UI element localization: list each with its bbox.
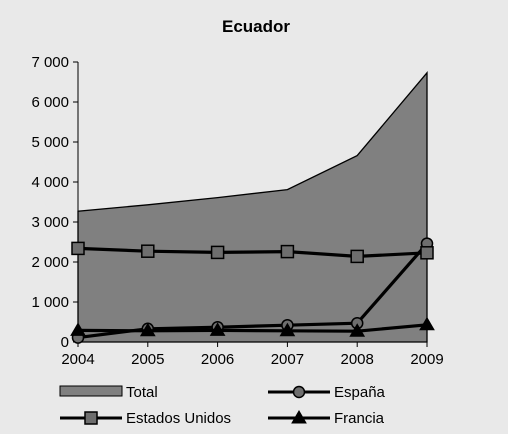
line-francia: [77, 323, 428, 333]
legend-label: España: [334, 384, 386, 401]
point-francia: [209, 322, 226, 336]
y-tick-label: 1 000: [31, 294, 69, 311]
legend-marker: [84, 411, 98, 425]
legend-marker: [292, 385, 306, 399]
point-francia: [70, 322, 86, 336]
y-tick-label: 3 000: [31, 214, 69, 231]
point-estados-unidos: [280, 244, 295, 259]
x-tick-label: 2009: [410, 351, 443, 368]
point-estados-unidos: [420, 246, 434, 260]
x-tick-label: 2004: [61, 351, 94, 368]
y-tick-label: 7 000: [31, 54, 69, 71]
y-tick-label: 5 000: [31, 134, 69, 151]
y-tick-label: 6 000: [31, 94, 69, 111]
legend-item-estados-unidos: Estados Unidos: [60, 410, 231, 427]
point-francia: [349, 323, 366, 337]
point-estados-unidos: [210, 245, 225, 260]
y-tick-label: 0: [61, 334, 69, 351]
x-tick-label: 2005: [131, 351, 164, 368]
point-francia: [419, 316, 435, 331]
point-estados-unidos: [141, 244, 155, 258]
y-axis: 0 1 000 2 000 3 000 4 000 5 000 6 000 7 000: [31, 54, 79, 351]
x-tick-label: 2006: [201, 351, 234, 368]
legend-swatch: [59, 385, 123, 397]
legend-marker: [291, 410, 307, 424]
series-francia: [70, 316, 435, 337]
x-tick-label: 2007: [271, 351, 304, 368]
x-tick-label: 2008: [341, 351, 374, 368]
line-estados-unidos: [77, 246, 428, 259]
x-axis: 2004 2005 2006 2007 2008 2009: [61, 341, 444, 368]
legend-label: Total: [126, 384, 158, 401]
series-layer: [70, 71, 435, 344]
legend-item-espa-a: España: [268, 384, 386, 401]
chart-title: Ecuador: [222, 17, 290, 36]
series-estados-unidos: [71, 241, 434, 264]
point-estados-unidos: [71, 241, 85, 256]
y-tick-label: 2 000: [31, 254, 69, 271]
legend: Total España Estados Unidos Francia: [59, 384, 386, 427]
legend-label: Francia: [334, 410, 385, 427]
point-estados-unidos: [350, 249, 364, 264]
point-francia: [139, 322, 156, 337]
legend-item-francia: Francia: [268, 410, 385, 427]
point-francia: [279, 322, 296, 337]
legend-item-total: Total: [59, 384, 158, 401]
y-tick-label: 4 000: [31, 174, 69, 191]
legend-label: Estados Unidos: [126, 410, 231, 427]
